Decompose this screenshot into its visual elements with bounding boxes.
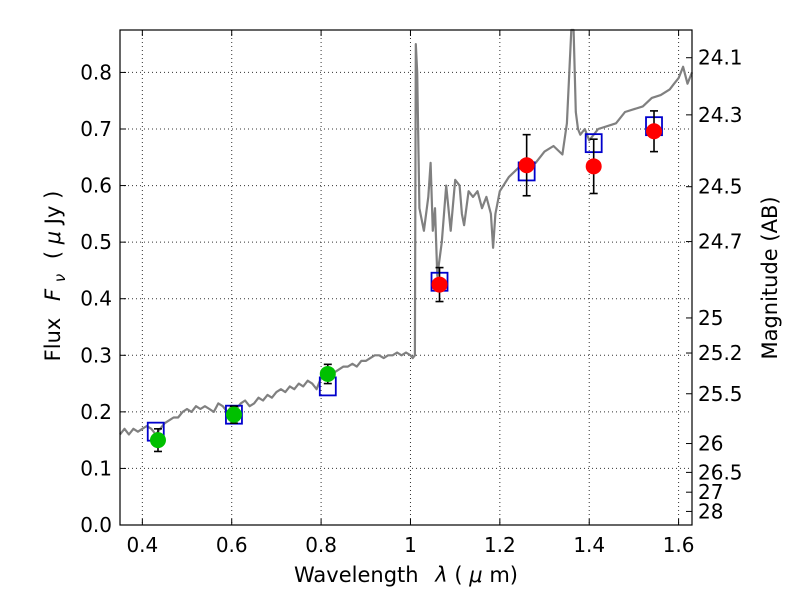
data-point xyxy=(585,158,602,175)
x-axis-label-mu: μ xyxy=(468,563,482,587)
y-tick-label: 0.3 xyxy=(80,343,112,367)
y2-tick-label: 25.2 xyxy=(698,341,743,365)
y-tick-label: 0.4 xyxy=(80,287,112,311)
y-axis-label: Flux F ν ( μ Jy ) xyxy=(41,191,70,362)
y2-tick-label: 24.1 xyxy=(698,46,743,70)
y-axis-label-open: ( xyxy=(41,244,65,259)
x-tick-label: 1.4 xyxy=(573,533,605,557)
plot-frame xyxy=(119,29,693,526)
y2-tick-label: 26.5 xyxy=(698,460,743,484)
y2-tick-label: 28 xyxy=(698,499,723,523)
data-point xyxy=(149,432,166,449)
x-axis-label-text: Wavelength xyxy=(294,563,419,587)
spectrum-line xyxy=(119,28,694,436)
y2-tick-label: 25.5 xyxy=(698,382,743,406)
x-axis-label-open: ( xyxy=(454,563,462,587)
data-point xyxy=(225,406,242,423)
data-point xyxy=(319,365,336,382)
ticks: 0.4 0.6 0.8 1 1.2 1.4 1.6 0.0 0.1 0.2 0.3 0.4 0.5 0.6… xyxy=(80,30,743,557)
y2-tick-label: 24.3 xyxy=(698,103,743,127)
x-axis-label: Wavelength λ ( μ m) xyxy=(294,563,518,587)
x-tick-label: 0.8 xyxy=(305,533,337,557)
y-axis-label-symbol: F xyxy=(41,288,65,301)
y-axis-label-subscript: ν xyxy=(51,274,69,282)
x-axis-label-symbol: λ xyxy=(434,563,447,587)
x-tick-label: 1.6 xyxy=(663,533,695,557)
y2-tick-label: 25 xyxy=(698,306,723,330)
y-tick-label: 0.1 xyxy=(80,456,112,480)
y-tick-label: 0.2 xyxy=(80,400,112,424)
data-point xyxy=(646,123,663,140)
y-axis-label-text: Flux xyxy=(41,318,65,362)
x-tick-label: 1.2 xyxy=(484,533,516,557)
x-axis-label-close: m) xyxy=(489,563,518,587)
y-tick-label: 0.8 xyxy=(80,60,112,84)
data-point xyxy=(518,157,535,174)
x-tick-label: 0.4 xyxy=(126,533,158,557)
y-tick-label: 0.6 xyxy=(80,174,112,198)
y2-tick-label: 26 xyxy=(698,432,723,456)
y2-axis-label: Magnitude (AB) xyxy=(758,196,782,359)
y2-tick-label: 27 xyxy=(698,480,723,504)
y-tick-label: 0.0 xyxy=(80,513,112,537)
y-axis-label-close: Jy ) xyxy=(41,191,65,227)
y2-tick-label: 24.5 xyxy=(698,175,743,199)
y-axis-label-mu: μ xyxy=(41,231,65,245)
series-layer xyxy=(119,28,694,453)
grid xyxy=(120,30,692,526)
y-tick-label: 0.5 xyxy=(80,230,112,254)
y-tick-label: 0.7 xyxy=(80,117,112,141)
data-point xyxy=(431,276,448,293)
x-tick-label: 0.6 xyxy=(216,533,248,557)
x-tick-label: 1 xyxy=(404,533,417,557)
y2-tick-label: 24.7 xyxy=(698,230,743,254)
